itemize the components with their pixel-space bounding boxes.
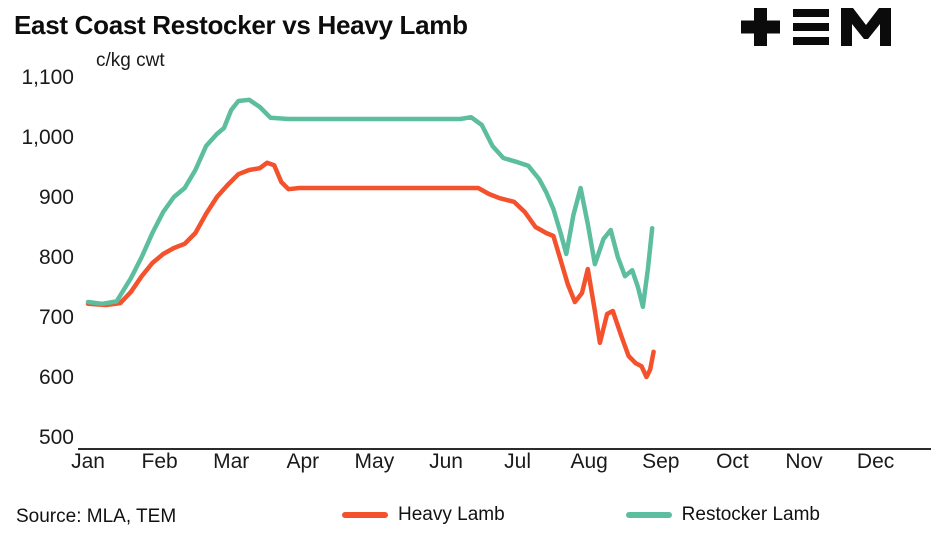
x-tick-label: Feb [142,450,178,473]
page-title: East Coast Restocker vs Heavy Lamb [14,10,468,40]
restocker-lamb-swatch [625,512,672,518]
y-axis-unit-label: c/kg cwt [96,50,165,71]
tem-logo-glyphs [741,8,891,46]
chart-area: 1,100 1,000 900 800 700 600 500 Jan Feb Mar Apr May… [0,60,939,480]
restocker-lamb-line [85,97,655,310]
heavy-lamb-legend-label: Heavy Lamb [398,504,505,525]
legend-item-restocker-lamb: Restocker Lamb [625,504,820,526]
x-tick-label: May [355,450,395,473]
x-tick-label: Nov [785,450,823,473]
chart-legend: Heavy Lamb Restocker Lamb [342,504,820,526]
heavy-lamb-swatch [342,512,388,518]
x-tick-label: Jul [504,450,531,473]
y-tick-label: 900 [39,186,74,209]
y-tick-label: 1,100 [21,66,74,89]
x-tick-label: Dec [857,450,894,473]
y-tick-label: 600 [39,366,74,389]
x-tick-label: Apr [286,450,319,473]
x-tick-label: Aug [571,450,608,473]
logo-m-icon [841,8,891,46]
restocker-lamb-legend-label: Restocker Lamb [681,504,820,525]
x-tick-label: Mar [213,450,249,473]
x-tick-label: Sep [642,450,679,473]
legend-item-heavy-lamb: Heavy Lamb [342,504,505,526]
y-tick-label: 500 [39,426,74,449]
x-tick-label: Jan [71,450,105,473]
logo-bars-icon [793,9,829,17]
y-tick-label: 700 [39,306,74,329]
x-tick-label: Jun [429,450,463,473]
y-tick-label: 800 [39,246,74,269]
heavy-lamb-line [85,160,656,380]
x-tick-label: Oct [716,450,749,473]
tem-logo [741,8,891,46]
y-tick-label: 1,000 [21,126,74,149]
source-note: Source: MLA, TEM [16,506,177,527]
